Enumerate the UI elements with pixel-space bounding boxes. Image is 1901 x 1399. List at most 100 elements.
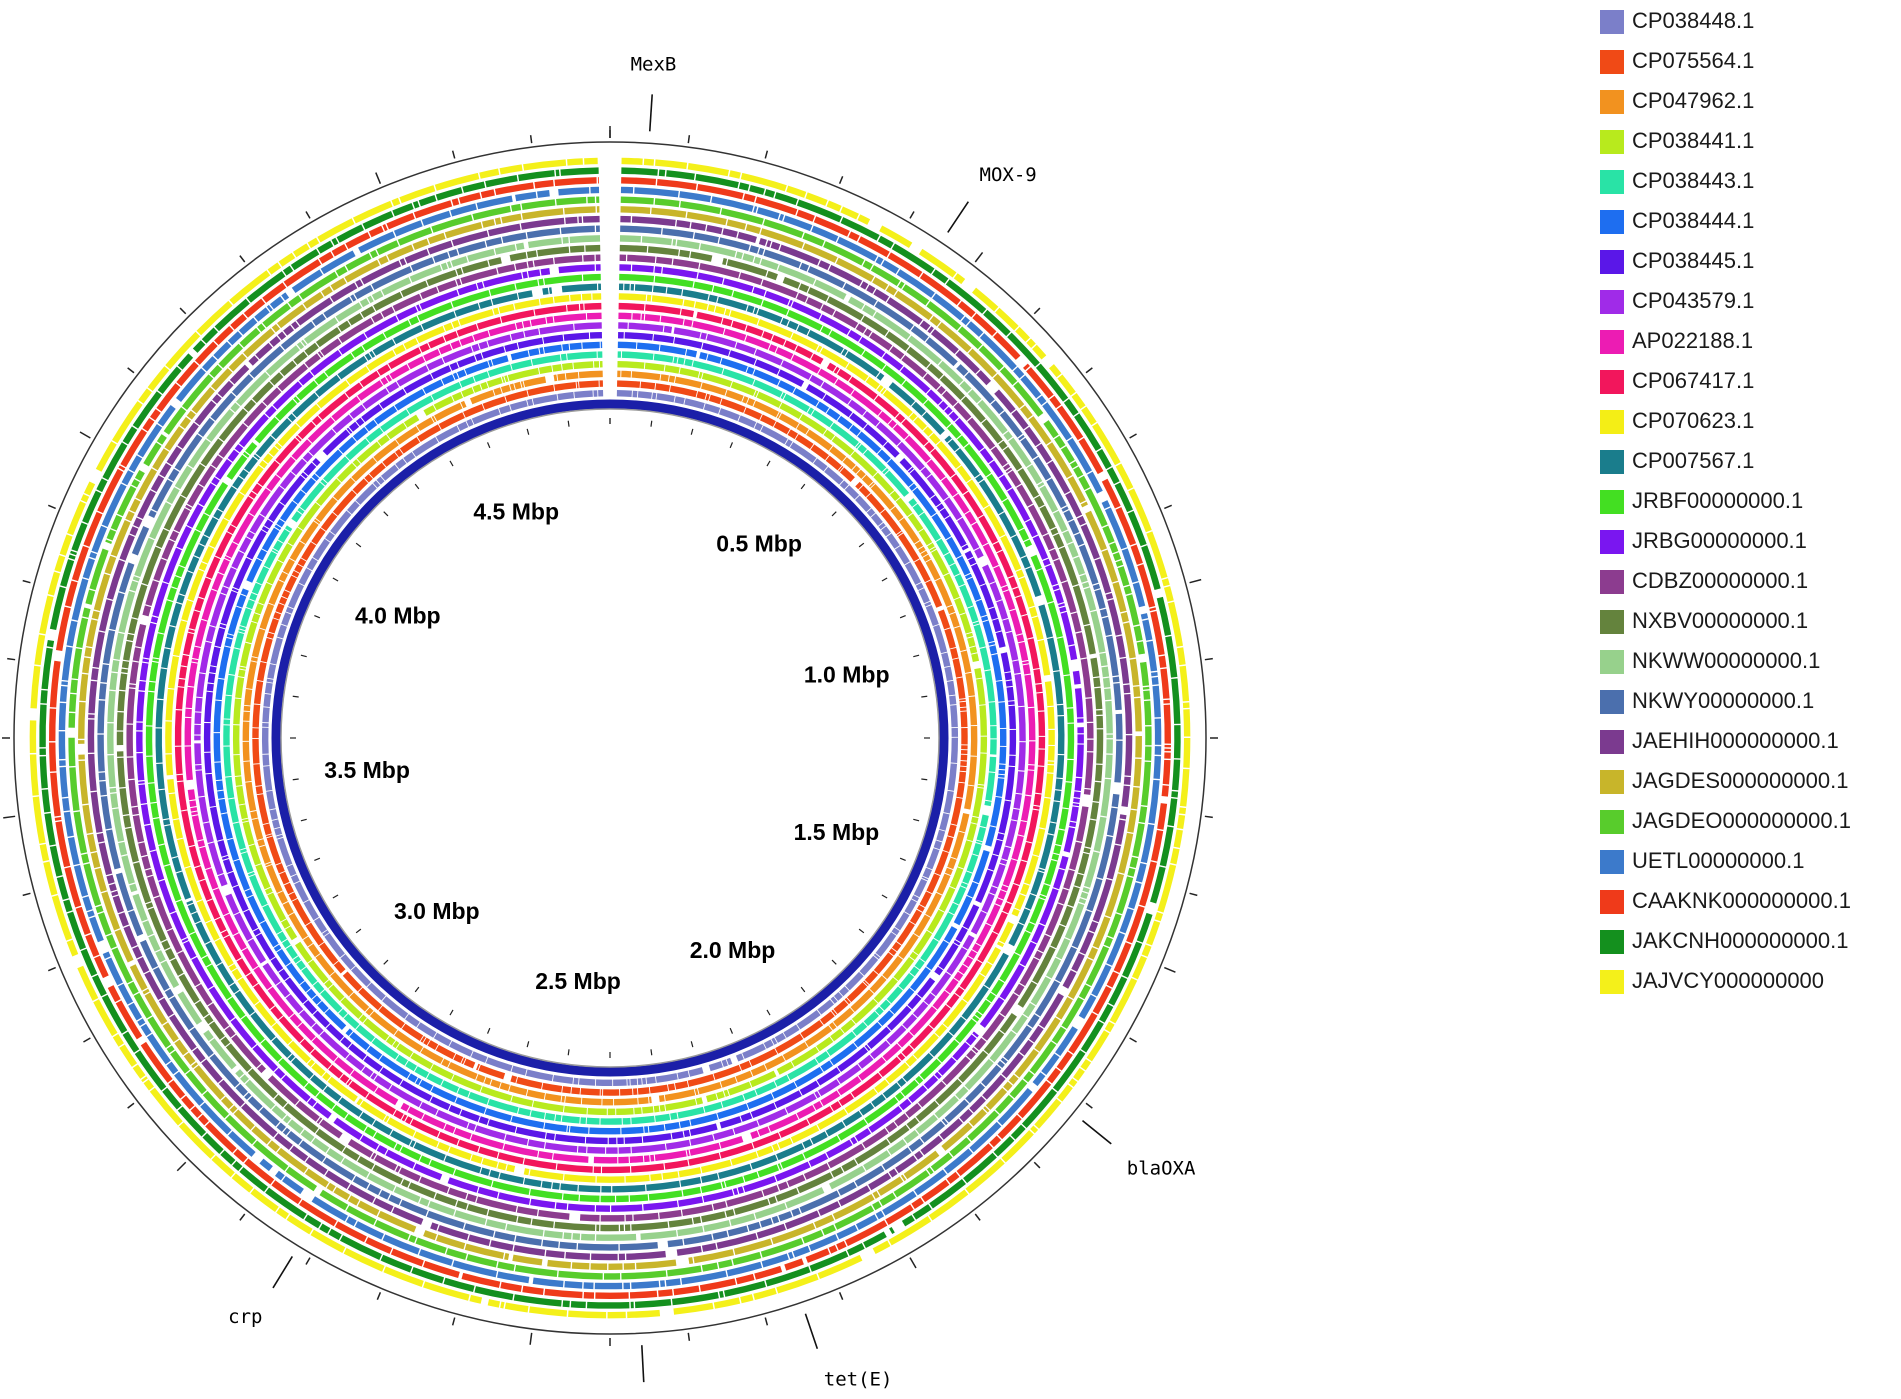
legend-item: JAGDES000000000.1 <box>1600 764 1900 804</box>
genome-track <box>201 329 1019 1147</box>
inner-tick <box>766 1009 771 1016</box>
gene-leader-line <box>641 1345 645 1383</box>
tick-mark <box>974 1213 981 1221</box>
gene-leader-line <box>272 1255 294 1289</box>
gene-label: blaOXA <box>1127 1158 1196 1180</box>
gene-annotation: blaOXA <box>1082 1120 1196 1180</box>
legend-label: CP075564.1 <box>1632 48 1755 73</box>
genome-track <box>56 184 1164 1292</box>
scale-label: 2.5 Mbp <box>535 968 621 994</box>
legend-item: UETL00000000.1 <box>1600 844 1900 884</box>
inner-tick <box>449 1009 454 1016</box>
legend-item: NXBV00000000.1 <box>1600 604 1900 644</box>
legend-label: CP007567.1 <box>1632 448 1755 473</box>
tick-mark <box>1204 815 1213 819</box>
tick-mark <box>305 211 311 219</box>
inner-tick <box>858 542 865 548</box>
inner-tick <box>913 818 920 822</box>
inner-tick <box>332 894 339 899</box>
tick-mark <box>529 1332 533 1345</box>
tick-mark <box>22 579 31 584</box>
genome-track <box>104 232 1116 1244</box>
tick-mark <box>909 211 915 219</box>
legend-swatch <box>1600 490 1624 514</box>
tick-mark <box>974 252 984 263</box>
inner-tick <box>314 857 321 862</box>
tick-mark <box>909 1257 917 1269</box>
genome-track <box>143 271 1077 1205</box>
genome-track <box>153 281 1067 1195</box>
legend-swatch <box>1600 170 1624 194</box>
tick-mark <box>305 1257 311 1265</box>
genome-track <box>124 252 1096 1224</box>
legend-label: NKWY00000000.1 <box>1632 688 1815 713</box>
inner-tick <box>729 1027 734 1034</box>
gene-label: tet(E) <box>824 1369 893 1391</box>
legend-item: AP022188.1 <box>1600 324 1900 364</box>
legend-label: CP070623.1 <box>1632 408 1755 433</box>
scale-label: 2.0 Mbp <box>690 937 776 963</box>
inner-tick <box>526 1041 530 1048</box>
tick-mark <box>47 966 56 972</box>
legend-item: JRBG00000000.1 <box>1600 524 1900 564</box>
genome-track <box>27 155 1193 1321</box>
legend-swatch <box>1600 570 1624 594</box>
tick-mark <box>687 135 691 144</box>
genome-track <box>37 165 1183 1311</box>
circular-genome-map: 0.5 Mbp 1.0 Mbp 1.5 Mbp 2.0 Mbp 2.5 Mbp 3.0 M… <box>2 53 1218 1391</box>
tick-mark <box>1033 307 1041 315</box>
gene-annotation: MOX-9 <box>947 164 1037 233</box>
legend-item: CP047962.1 <box>1600 84 1900 124</box>
legend-swatch <box>1600 650 1624 674</box>
legend-label: JRBF00000000.1 <box>1632 488 1804 513</box>
inner-tick <box>414 986 420 993</box>
tick-mark <box>764 150 769 159</box>
inner-tick <box>690 428 694 435</box>
inner-tick <box>729 442 734 449</box>
legend-item: NKWY00000000.1 <box>1600 684 1900 724</box>
inner-tick <box>650 1049 653 1056</box>
gene-label: MOX-9 <box>980 164 1037 186</box>
tick-mark <box>179 307 187 315</box>
genome-track <box>211 339 1009 1137</box>
legend-label: CAAKNK000000000.1 <box>1632 888 1851 913</box>
inner-tick <box>913 654 920 658</box>
inner-tick <box>831 959 837 965</box>
genome-track <box>85 213 1135 1263</box>
tick-mark <box>1085 1102 1093 1109</box>
legend-item: CDBZ00000000.1 <box>1600 564 1900 604</box>
tick-mark <box>529 135 533 144</box>
legend-swatch <box>1600 890 1624 914</box>
inner-tick <box>355 928 362 934</box>
tick-mark <box>1189 578 1202 584</box>
legend-item: CP038444.1 <box>1600 204 1900 244</box>
genome-track <box>163 291 1057 1185</box>
tick-mark <box>127 1102 135 1109</box>
legend-label: CP038445.1 <box>1632 248 1755 273</box>
legend-item: JAGDEO000000000.1 <box>1600 804 1900 844</box>
inner-tick <box>486 442 491 449</box>
scale-label: 3.5 Mbp <box>324 757 410 783</box>
legend-swatch <box>1600 130 1624 154</box>
legend: CP038448.1 CP075564.1 CP047962.1 CP038441.1… <box>1600 4 1900 1004</box>
inner-tick <box>414 483 420 490</box>
legend-swatch <box>1600 970 1624 994</box>
legend-swatch <box>1600 610 1624 634</box>
backbone-ring <box>271 399 949 1077</box>
legend-item: JAEHIH000000000.1 <box>1600 724 1900 764</box>
tick-mark <box>1033 1161 1041 1169</box>
gene-leader-line <box>947 201 970 233</box>
tick-mark <box>1129 433 1137 439</box>
inner-tick <box>383 959 389 965</box>
genome-track <box>259 387 961 1089</box>
tick-mark <box>239 1213 246 1221</box>
tick-mark <box>1085 367 1093 374</box>
tick-mark <box>838 175 844 184</box>
legend-swatch <box>1600 410 1624 434</box>
genome-track <box>66 194 1154 1282</box>
genome-track <box>182 310 1038 1166</box>
legend-swatch <box>1600 370 1624 394</box>
genome-track <box>75 203 1145 1273</box>
tick-mark <box>375 172 382 184</box>
inner-tick <box>690 1041 694 1048</box>
